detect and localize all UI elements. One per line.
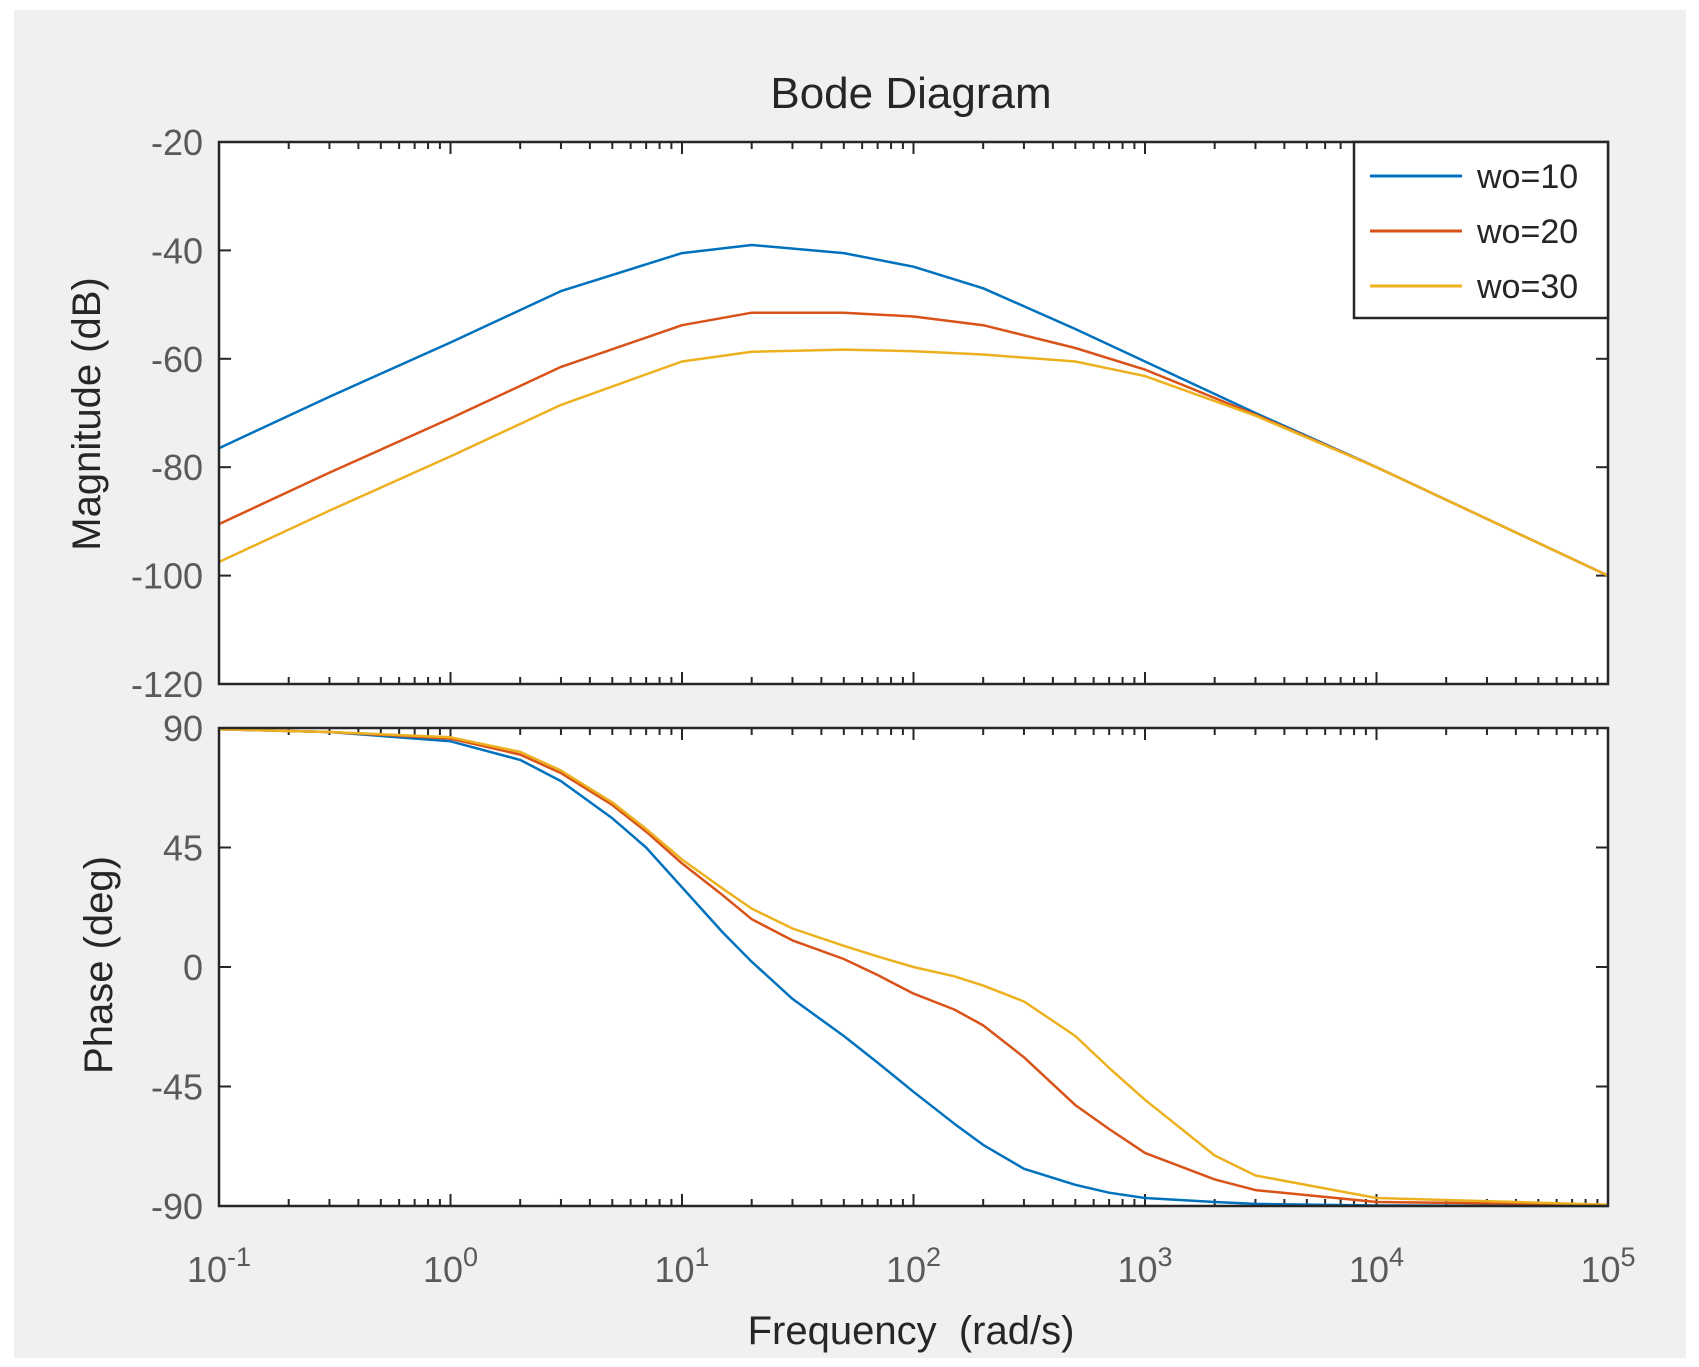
phase-frame bbox=[217, 726, 1610, 1208]
xtick-label: 103 bbox=[1117, 1242, 1172, 1290]
phase-ytick-label: 0 bbox=[183, 947, 203, 988]
xtick-label: 105 bbox=[1580, 1242, 1635, 1290]
chart-title: Bode Diagram bbox=[770, 69, 1051, 118]
magnitude-ytick-label: -60 bbox=[151, 339, 203, 380]
phase-axes: 90 45 0 -45 -90 10-1 100 101 102 103 104 105 bbox=[151, 708, 1636, 1290]
phase-series-wo-20 bbox=[218, 728, 1609, 1206]
xtick-label: 10-1 bbox=[187, 1242, 251, 1290]
magnitude-series-wo-30 bbox=[218, 348, 1609, 577]
phase-ytick-label: -90 bbox=[151, 1186, 203, 1227]
phase-ytick-label: 90 bbox=[163, 708, 203, 749]
magnitude-ytick-label: -120 bbox=[131, 664, 203, 705]
magnitude-ytick-label: -40 bbox=[151, 230, 203, 271]
legend: wo=10 wo=20 wo=30 bbox=[1352, 140, 1610, 320]
magnitude-ytick-label: -80 bbox=[151, 447, 203, 488]
xlabel: Frequency (rad/s) bbox=[748, 1309, 1075, 1353]
xtick-label: 102 bbox=[886, 1242, 941, 1290]
magnitude-frame bbox=[217, 140, 1610, 686]
legend-entry: wo=30 bbox=[1476, 268, 1578, 306]
xtick-label: 104 bbox=[1349, 1242, 1404, 1290]
phase-series-wo-10 bbox=[218, 728, 1609, 1208]
magnitude-ylabel: Magnitude (dB) bbox=[65, 277, 109, 550]
xtick-label: 100 bbox=[423, 1242, 478, 1290]
legend-entry: wo=10 bbox=[1476, 158, 1578, 196]
magnitude-series-wo-20 bbox=[218, 311, 1609, 577]
xtick-label: 101 bbox=[654, 1242, 709, 1290]
legend-box bbox=[1352, 140, 1610, 320]
phase-ytick-label: -45 bbox=[151, 1067, 203, 1108]
magnitude-ytick-label: -20 bbox=[151, 122, 203, 163]
phase-ylabel: Phase (deg) bbox=[77, 856, 121, 1074]
legend-entry: wo=20 bbox=[1476, 213, 1578, 251]
phase-ytick-label: 45 bbox=[163, 828, 203, 869]
magnitude-series-wo-10 bbox=[218, 243, 1609, 577]
phase-series-wo-30 bbox=[218, 728, 1609, 1206]
magnitude-ytick-label: -100 bbox=[131, 556, 203, 597]
